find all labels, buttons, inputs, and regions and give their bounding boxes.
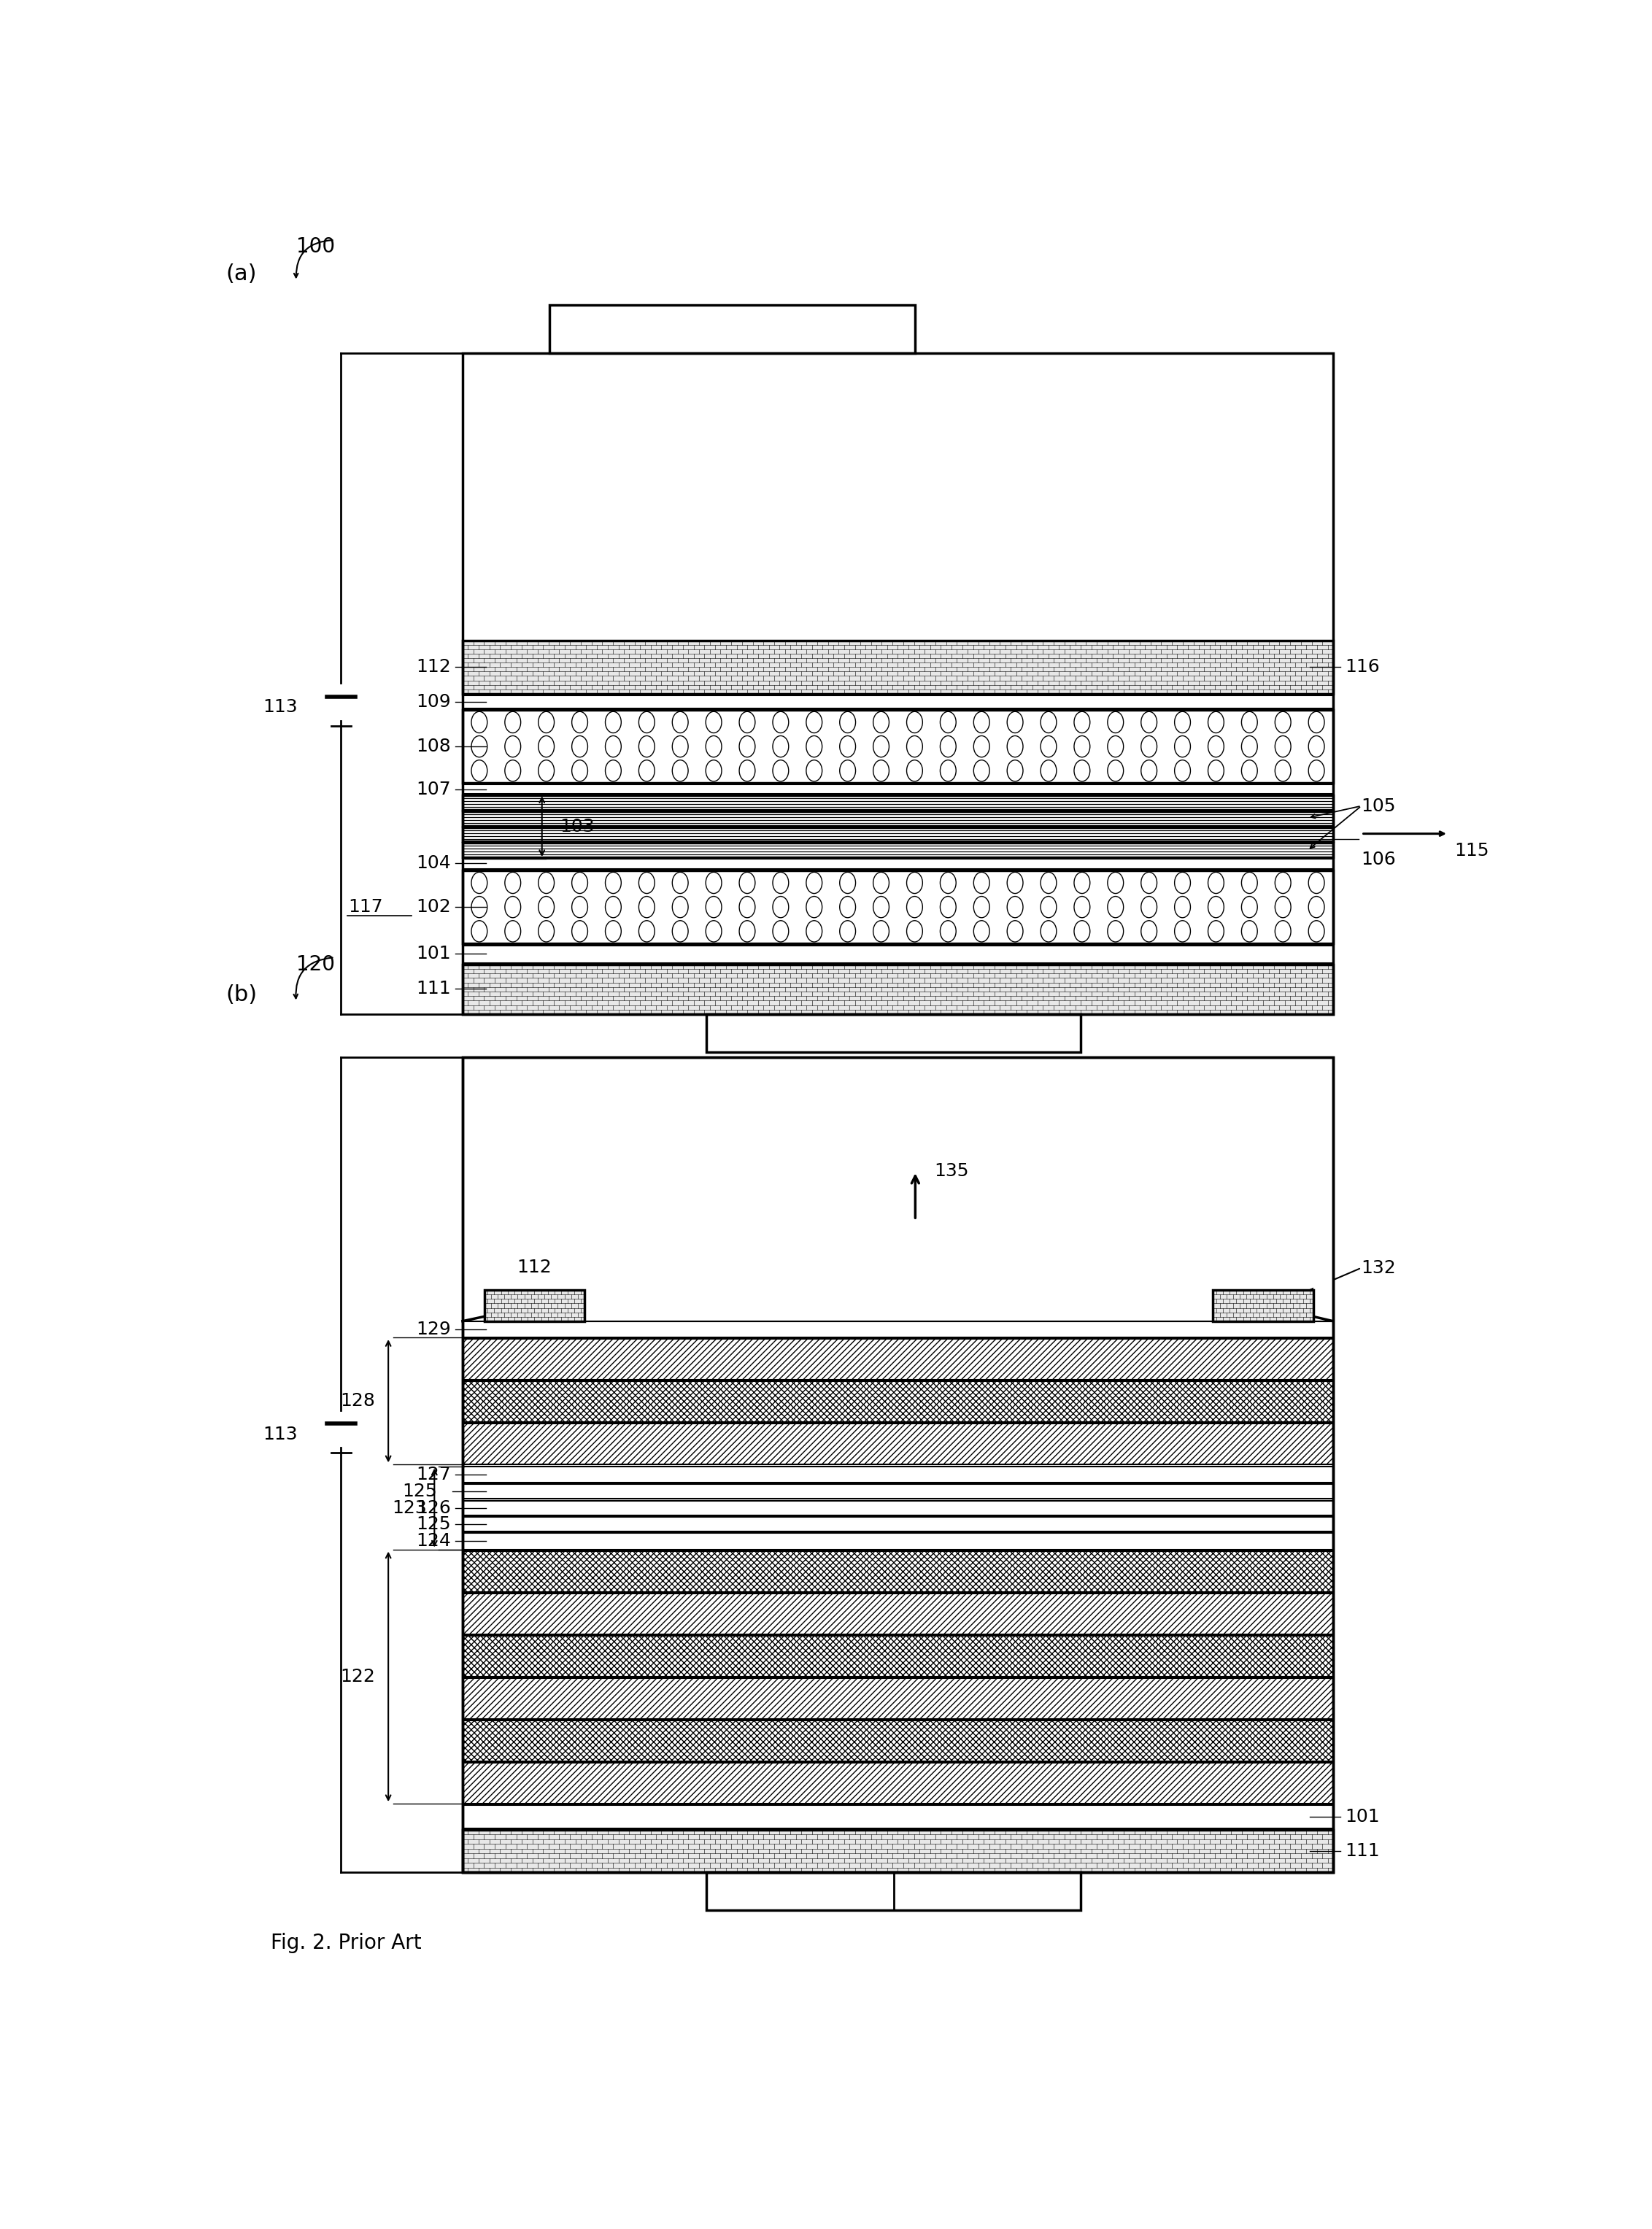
Text: 112: 112 xyxy=(416,658,451,675)
Text: 135: 135 xyxy=(935,1161,970,1179)
Bar xyxy=(1213,1291,1313,1322)
Bar xyxy=(463,695,1333,709)
Text: 106: 106 xyxy=(1361,851,1396,869)
Text: 128: 128 xyxy=(340,1393,375,1409)
Text: 104: 104 xyxy=(416,854,451,872)
Bar xyxy=(463,1805,1333,1828)
Bar xyxy=(463,1721,1333,1761)
Text: 101: 101 xyxy=(416,945,451,963)
Text: 100: 100 xyxy=(296,236,335,256)
Text: 109: 109 xyxy=(416,693,451,711)
Bar xyxy=(463,827,1333,843)
Bar xyxy=(463,1516,1333,1531)
Text: 129: 129 xyxy=(416,1320,451,1337)
Text: 123: 123 xyxy=(392,1500,426,1516)
Bar xyxy=(463,1534,1333,1549)
Polygon shape xyxy=(463,1322,484,1331)
Text: 127: 127 xyxy=(416,1467,451,1482)
Bar xyxy=(463,858,1333,869)
Bar xyxy=(463,711,1333,782)
Bar xyxy=(463,1382,1333,1422)
Text: 113: 113 xyxy=(263,1424,297,1442)
Bar xyxy=(463,1830,1333,1872)
Bar xyxy=(463,1594,1333,1634)
Bar xyxy=(463,1636,1333,1676)
Bar xyxy=(463,1763,1333,1803)
Bar xyxy=(463,785,1333,794)
Text: (a): (a) xyxy=(226,263,256,285)
Bar xyxy=(463,1322,1333,1337)
Text: 125: 125 xyxy=(416,1516,451,1534)
Bar xyxy=(463,1500,1333,1516)
Polygon shape xyxy=(1313,1057,1333,1322)
Text: 112: 112 xyxy=(517,1259,552,1277)
Bar xyxy=(463,1551,1333,1592)
Bar xyxy=(463,872,1333,943)
Bar xyxy=(463,352,1333,1014)
Polygon shape xyxy=(463,1057,484,1322)
Bar xyxy=(463,965,1333,1014)
Bar xyxy=(463,1057,1333,1872)
Text: 113: 113 xyxy=(263,698,297,716)
Text: 120: 120 xyxy=(296,954,335,974)
Text: 122: 122 xyxy=(340,1667,375,1685)
Text: 101: 101 xyxy=(1345,1808,1379,1826)
Bar xyxy=(484,1291,585,1322)
Text: 105: 105 xyxy=(1361,798,1396,814)
Bar xyxy=(463,811,1333,825)
Text: 115: 115 xyxy=(1455,843,1490,860)
Bar xyxy=(550,305,915,352)
Bar xyxy=(463,1340,1333,1380)
Text: Fig. 2. Prior Art: Fig. 2. Prior Art xyxy=(271,1933,421,1953)
Bar xyxy=(463,1485,1333,1498)
Text: 103: 103 xyxy=(560,818,595,836)
Bar xyxy=(707,1014,1080,1052)
Text: 108: 108 xyxy=(416,738,451,756)
Text: 124: 124 xyxy=(416,1534,451,1549)
Text: 132: 132 xyxy=(1361,1259,1396,1277)
Bar xyxy=(463,1057,1333,1872)
Text: 102: 102 xyxy=(416,898,451,916)
Bar xyxy=(463,843,1333,858)
Bar xyxy=(463,1467,1333,1482)
Bar xyxy=(707,1872,1080,1910)
Text: 111: 111 xyxy=(416,981,451,999)
Text: 116: 116 xyxy=(1345,658,1379,675)
Text: (b): (b) xyxy=(226,985,258,1005)
Text: 107: 107 xyxy=(416,780,451,798)
Bar xyxy=(463,796,1333,809)
Text: 125: 125 xyxy=(401,1482,436,1500)
Text: 117: 117 xyxy=(349,898,383,916)
Bar xyxy=(463,640,1333,693)
Text: 126: 126 xyxy=(416,1500,451,1516)
Bar xyxy=(463,1678,1333,1719)
Bar xyxy=(463,945,1333,963)
Bar xyxy=(463,1424,1333,1464)
Text: 111: 111 xyxy=(1345,1843,1379,1859)
